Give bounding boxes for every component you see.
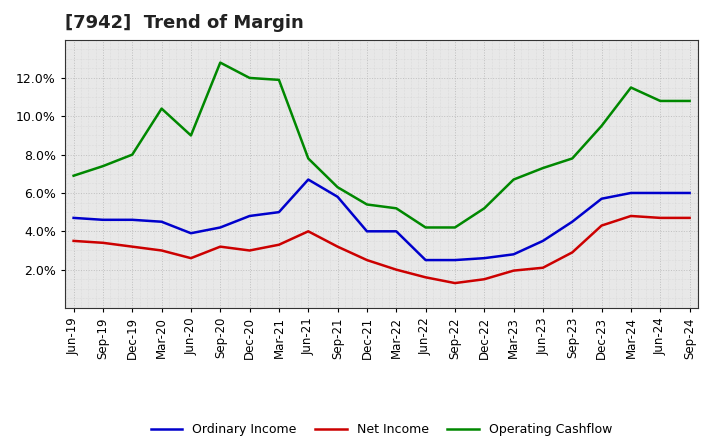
Net Income — [480, 277, 489, 282]
Operating Cashflow — [626, 85, 635, 90]
Net Income — [421, 275, 430, 280]
Operating Cashflow — [186, 133, 195, 138]
Operating Cashflow — [157, 106, 166, 111]
Ordinary Income — [509, 252, 518, 257]
Ordinary Income — [99, 217, 107, 223]
Net Income — [626, 213, 635, 219]
Operating Cashflow — [216, 60, 225, 65]
Net Income — [568, 250, 577, 255]
Operating Cashflow — [421, 225, 430, 230]
Ordinary Income — [216, 225, 225, 230]
Operating Cashflow — [509, 177, 518, 182]
Ordinary Income — [157, 219, 166, 224]
Net Income — [363, 257, 372, 263]
Ordinary Income — [568, 219, 577, 224]
Ordinary Income — [598, 196, 606, 202]
Net Income — [69, 238, 78, 244]
Net Income — [685, 215, 694, 220]
Ordinary Income — [480, 256, 489, 261]
Net Income — [246, 248, 254, 253]
Line: Net Income: Net Income — [73, 216, 690, 283]
Ordinary Income — [333, 194, 342, 199]
Ordinary Income — [685, 191, 694, 196]
Net Income — [509, 268, 518, 273]
Operating Cashflow — [480, 205, 489, 211]
Net Income — [128, 244, 137, 249]
Net Income — [157, 248, 166, 253]
Ordinary Income — [246, 213, 254, 219]
Net Income — [656, 215, 665, 220]
Ordinary Income — [274, 209, 283, 215]
Ordinary Income — [656, 191, 665, 196]
Operating Cashflow — [685, 98, 694, 103]
Ordinary Income — [186, 231, 195, 236]
Operating Cashflow — [69, 173, 78, 178]
Operating Cashflow — [99, 164, 107, 169]
Net Income — [186, 256, 195, 261]
Net Income — [333, 244, 342, 249]
Net Income — [216, 244, 225, 249]
Operating Cashflow — [333, 185, 342, 190]
Text: [7942]  Trend of Margin: [7942] Trend of Margin — [65, 15, 304, 33]
Ordinary Income — [626, 191, 635, 196]
Operating Cashflow — [363, 202, 372, 207]
Ordinary Income — [128, 217, 137, 223]
Net Income — [304, 229, 312, 234]
Ordinary Income — [539, 238, 547, 244]
Operating Cashflow — [451, 225, 459, 230]
Operating Cashflow — [392, 205, 400, 211]
Line: Operating Cashflow: Operating Cashflow — [73, 62, 690, 227]
Operating Cashflow — [598, 123, 606, 128]
Net Income — [274, 242, 283, 247]
Operating Cashflow — [274, 77, 283, 82]
Operating Cashflow — [304, 156, 312, 161]
Ordinary Income — [451, 257, 459, 263]
Net Income — [99, 240, 107, 246]
Ordinary Income — [304, 177, 312, 182]
Operating Cashflow — [246, 75, 254, 81]
Ordinary Income — [363, 229, 372, 234]
Legend: Ordinary Income, Net Income, Operating Cashflow: Ordinary Income, Net Income, Operating C… — [146, 418, 617, 440]
Net Income — [451, 280, 459, 286]
Operating Cashflow — [128, 152, 137, 157]
Operating Cashflow — [539, 165, 547, 171]
Ordinary Income — [69, 215, 78, 220]
Ordinary Income — [392, 229, 400, 234]
Operating Cashflow — [568, 156, 577, 161]
Line: Ordinary Income: Ordinary Income — [73, 180, 690, 260]
Net Income — [539, 265, 547, 270]
Net Income — [598, 223, 606, 228]
Net Income — [392, 267, 400, 272]
Operating Cashflow — [656, 98, 665, 103]
Ordinary Income — [421, 257, 430, 263]
